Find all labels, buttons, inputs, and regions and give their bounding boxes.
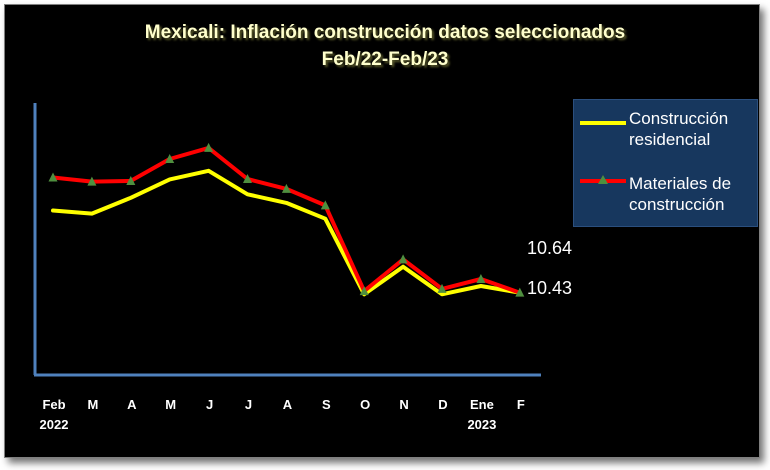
series-2-marker-10 — [437, 283, 447, 293]
x-tick-label-2: A — [127, 397, 137, 412]
x-tick-year-0: 2022 — [40, 417, 69, 432]
x-tick-label-3: M — [165, 397, 176, 412]
x-tick-label-9: N — [399, 397, 408, 412]
x-tick-label-6: A — [283, 397, 293, 412]
legend-swatch-residencial — [580, 121, 626, 125]
x-tick-label-4: J — [206, 397, 213, 412]
x-tick-label-11: Ene — [470, 397, 494, 412]
series-2-marker-4 — [204, 142, 214, 152]
series-2-marker-6 — [281, 183, 291, 193]
legend-marker-triangle-icon — [598, 175, 608, 184]
series-2-marker-8 — [359, 286, 369, 296]
series-2-marker-9 — [398, 254, 408, 264]
series-line-2 — [51, 145, 522, 295]
end-value-label-2: 10.43 — [527, 278, 572, 298]
x-tick-label-7: S — [322, 397, 331, 412]
x-tick-label-0: Feb — [42, 397, 65, 412]
x-tick-label-5: J — [245, 397, 252, 412]
legend-label-residencial: Construcción residencial — [629, 109, 729, 149]
series-2-marker-7 — [320, 200, 330, 210]
x-tick-year-11: 2023 — [467, 417, 496, 432]
x-tick-label-8: O — [360, 397, 370, 412]
series-line-1 — [51, 168, 522, 297]
chart-subtitle: Feb/22-Feb/23 — [321, 49, 449, 70]
series-2-marker-11 — [476, 274, 486, 284]
x-tick-label-12: F — [517, 397, 525, 412]
chart-frame — [4, 4, 760, 458]
chart-legend: Construcción residencial Materiales de c… — [573, 99, 758, 227]
x-tick-label-10: D — [438, 397, 447, 412]
series-2-marker-12 — [515, 287, 525, 297]
series-2-marker-2 — [126, 175, 136, 185]
x-tick-label-1: M — [87, 397, 98, 412]
series-2-marker-5 — [243, 174, 252, 184]
legend-label-materiales: Materiales de construcción — [629, 174, 732, 214]
chart-title: Mexicali: Inflación construcción datos s… — [144, 22, 626, 43]
end-value-label-1: 10.64 — [527, 238, 572, 258]
series-2-marker-3 — [165, 154, 175, 164]
series-2-marker-1 — [87, 176, 97, 186]
chart-title-block: Mexicali: Inflación construcción datos s… — [0, 19, 770, 73]
series-2-marker-0 — [48, 172, 58, 182]
